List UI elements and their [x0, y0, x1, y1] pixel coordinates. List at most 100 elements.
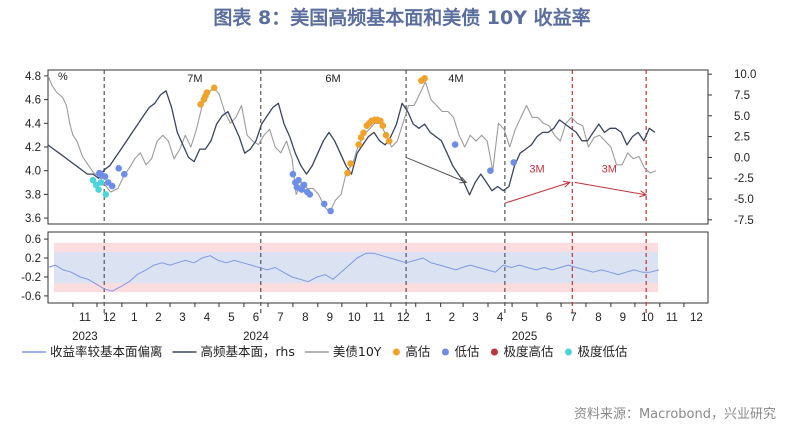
regime-label: 7M [187, 73, 202, 85]
marker-point [385, 137, 393, 145]
marker-point [451, 141, 459, 148]
legend-swatch-dot [441, 348, 449, 356]
marker-point [89, 176, 97, 184]
marker-point [289, 170, 297, 178]
deviation-line [47, 252, 660, 292]
x-tick-label: 3 [179, 312, 185, 324]
bottom-tick-label: 0.6 [25, 234, 41, 246]
regime-label: 6M [325, 73, 340, 85]
arrow-head [562, 180, 571, 188]
x-tick-label: 11 [79, 312, 91, 324]
x-tick-label: 8 [302, 312, 308, 324]
valuation-markers [89, 75, 517, 215]
x-tick-label: 7 [277, 312, 283, 324]
x-tick-label: 4 [497, 312, 504, 324]
x-tick-label: 12 [690, 312, 703, 324]
right-tick-label: 10.0 [734, 69, 756, 81]
x-tick-label: 10 [641, 312, 654, 324]
arrow-head [459, 176, 468, 184]
deviation-series [47, 252, 660, 292]
series-line [47, 90, 656, 196]
marker-point [300, 181, 308, 189]
right-tick-label: -2.5 [734, 173, 754, 185]
marker-point [95, 186, 102, 193]
marker-point [101, 173, 109, 180]
right-tick-label: -7.5 [734, 215, 754, 227]
left-tick-label: 4.6 [25, 95, 41, 107]
legend-label: 收益率较基本面偏离 [50, 344, 163, 359]
x-tick-label: 1 [425, 312, 431, 324]
arrow-shaft [574, 181, 647, 196]
x-tick-label: 1 [131, 312, 137, 324]
right-tick-label: 2.5 [734, 132, 750, 144]
legend-label: 高估 [405, 344, 430, 359]
regime-lines [103, 70, 647, 224]
marker-point [295, 176, 302, 184]
x-tick-label: 9 [620, 312, 626, 324]
legend-swatch-dot [392, 348, 400, 356]
marker-point [108, 182, 116, 190]
left-tick-label: 4.8 [25, 71, 41, 83]
marker-point [360, 129, 367, 137]
source-note: 资料来源：Macrobond，兴业研究 [574, 407, 776, 422]
x-tick-label: 3 [472, 312, 478, 324]
x-tick-label: 11 [666, 312, 678, 324]
marker-point [203, 89, 211, 96]
top-plot-frame [47, 69, 709, 225]
x-tick-label: 12 [103, 312, 116, 324]
bottom-left-axis: 0.6 0.2 -0.2 -0.6 [21, 234, 48, 303]
regime-label: 3M [529, 163, 544, 175]
band-inner [54, 251, 658, 284]
marker-point [382, 131, 390, 139]
marker-point [197, 101, 204, 108]
x-tick-label: 11 [373, 312, 385, 324]
year-label: 2023 [72, 331, 98, 343]
marker-point [210, 84, 218, 92]
marker-point [327, 207, 334, 215]
top-right-axis: 10.0 7.5 5.0 2.5 0.0 -2.5 -5.0 -7.5 [708, 69, 756, 227]
bottom-tick-label: -0.2 [21, 272, 41, 284]
marker-point [510, 159, 517, 166]
marker-point [344, 169, 351, 177]
left-tick-label: 3.8 [25, 189, 41, 201]
legend-label: 极度高估 [503, 344, 553, 359]
legend-label: 极度低估 [577, 344, 627, 359]
year-label: 2024 [243, 331, 269, 343]
right-tick-label: 0.0 [734, 152, 750, 164]
arrow-head [639, 190, 648, 198]
legend-label: 高频基本面，rhs [201, 344, 295, 359]
year-label: 2025 [512, 331, 538, 343]
left-tick-label: 4.2 [25, 142, 41, 154]
arrow-shaft [405, 156, 467, 183]
regime-labels: 7M 6M 4M 3M 3M [187, 73, 617, 175]
top-left-axis: 3.6 3.8 4.0 4.2 4.4 4.6 4.8% [25, 71, 68, 225]
x-tick-label: 2 [155, 312, 161, 324]
marker-point [115, 165, 122, 172]
legend-label: 低估 [454, 344, 479, 359]
x-tick-label: 8 [595, 312, 601, 324]
marker-point [306, 191, 314, 198]
regime-label: 4M [448, 73, 463, 85]
x-tick-label: 12 [397, 312, 410, 324]
marker-point [97, 179, 105, 186]
marker-point [121, 170, 128, 178]
legend-label: 美债10Y [333, 344, 382, 359]
x-tick-label: 6 [546, 312, 552, 324]
arrow-shaft [504, 181, 571, 204]
legend-swatch-dot [490, 348, 498, 356]
x-tick-label: 5 [521, 312, 527, 324]
top-chart-panel: 3.6 3.8 4.0 4.2 4.4 4.6 4.8% 10.0 7.5 5.0 2.5 0.0 -… [25, 69, 756, 227]
marker-point [102, 191, 110, 198]
marker-point [320, 200, 328, 208]
bottom-chart-panel: 0.6 0.2 -0.2 -0.6 [21, 231, 709, 313]
marker-point [347, 160, 355, 167]
x-tick-label: 6 [253, 312, 259, 324]
left-tick-label: 3.6 [25, 213, 41, 225]
marker-point [487, 167, 494, 174]
x-tick-label: 2 [449, 312, 455, 324]
left-tick-label: 4.0 [25, 166, 41, 178]
deviation-bands [54, 242, 658, 293]
chart-title: 图表 8：美国高频基本面和美债 10Y 收益率 [213, 6, 590, 29]
right-tick-label: 5.0 [734, 111, 750, 123]
